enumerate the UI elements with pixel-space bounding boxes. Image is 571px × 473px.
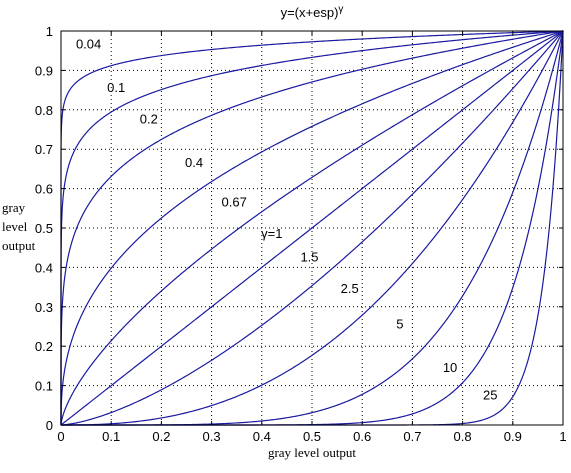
x-tick-label: 0.7 (403, 429, 421, 444)
y-axis-label-line-3: output (2, 238, 36, 253)
curve-gamma-1 (60, 30, 564, 426)
y-tick-label: 0.7 (35, 142, 53, 157)
ticks: 0 0.1 0.2 0.3 0.4 0.5 0.6 0.7 0.8 0.9 100.10.20.30… (35, 24, 567, 444)
curve-label: 0.2 (140, 112, 158, 127)
chart-title: y=(x+esp)γ (281, 4, 344, 20)
x-tick-label: 1 (559, 429, 566, 444)
x-tick-label: 0.5 (303, 429, 321, 444)
y-tick-label: 0.1 (35, 379, 53, 394)
x-tick-label: 0.6 (353, 429, 371, 444)
y-tick-label: 0.3 (35, 300, 53, 315)
y-tick-label: 0.4 (35, 260, 53, 275)
curve-gamma-0-2 (60, 30, 564, 425)
curve-labels: 0.04 0.1 0.2 0.4 0.67 γ=1 1.5 2.5 5 10 25 (76, 37, 497, 403)
x-tick-label: 0.8 (454, 429, 472, 444)
curve-gamma-0-67 (60, 30, 564, 426)
y-tick-label: 0 (46, 418, 53, 433)
curve-gamma-1-5 (60, 30, 564, 426)
curves (60, 30, 564, 426)
x-tick-label: 0.2 (152, 429, 170, 444)
curve-label: 0.67 (222, 194, 247, 209)
y-tick-label: 0.2 (35, 339, 53, 354)
x-tick-label: 0.3 (203, 429, 221, 444)
curve-gamma-0-4 (60, 30, 564, 425)
curve-label: 0.04 (76, 37, 101, 52)
y-tick-label: 0.6 (35, 182, 53, 197)
y-tick-label: 0.5 (35, 221, 53, 236)
curve-gamma-0-1 (60, 30, 564, 425)
curve-gamma-2-5 (61, 30, 564, 426)
y-axis-label-line-2: level (2, 219, 28, 234)
y-tick-label: 1 (46, 24, 53, 39)
curve-gamma-5 (61, 30, 564, 426)
curve-label: γ=1 (261, 226, 282, 241)
y-tick-label: 0.9 (35, 63, 53, 78)
x-tick-label: 0.9 (504, 429, 522, 444)
curve-gamma-0-04 (60, 30, 564, 425)
curve-label: 0.1 (107, 80, 125, 95)
y-axis-label-line-1: gray (2, 200, 26, 215)
curve-label: 0.4 (185, 155, 203, 170)
x-tick-label: 0.4 (253, 429, 271, 444)
x-tick-label: 0 (57, 429, 64, 444)
curve-label: 5 (396, 316, 403, 331)
curve-label: 25 (483, 387, 497, 402)
curve-label: 10 (443, 360, 457, 375)
curve-label: 2.5 (341, 281, 359, 296)
curve-label: 1.5 (300, 249, 318, 264)
x-tick-label: 0.1 (102, 429, 120, 444)
x-axis-label: gray level output (268, 445, 356, 460)
y-tick-label: 0.8 (35, 103, 53, 118)
